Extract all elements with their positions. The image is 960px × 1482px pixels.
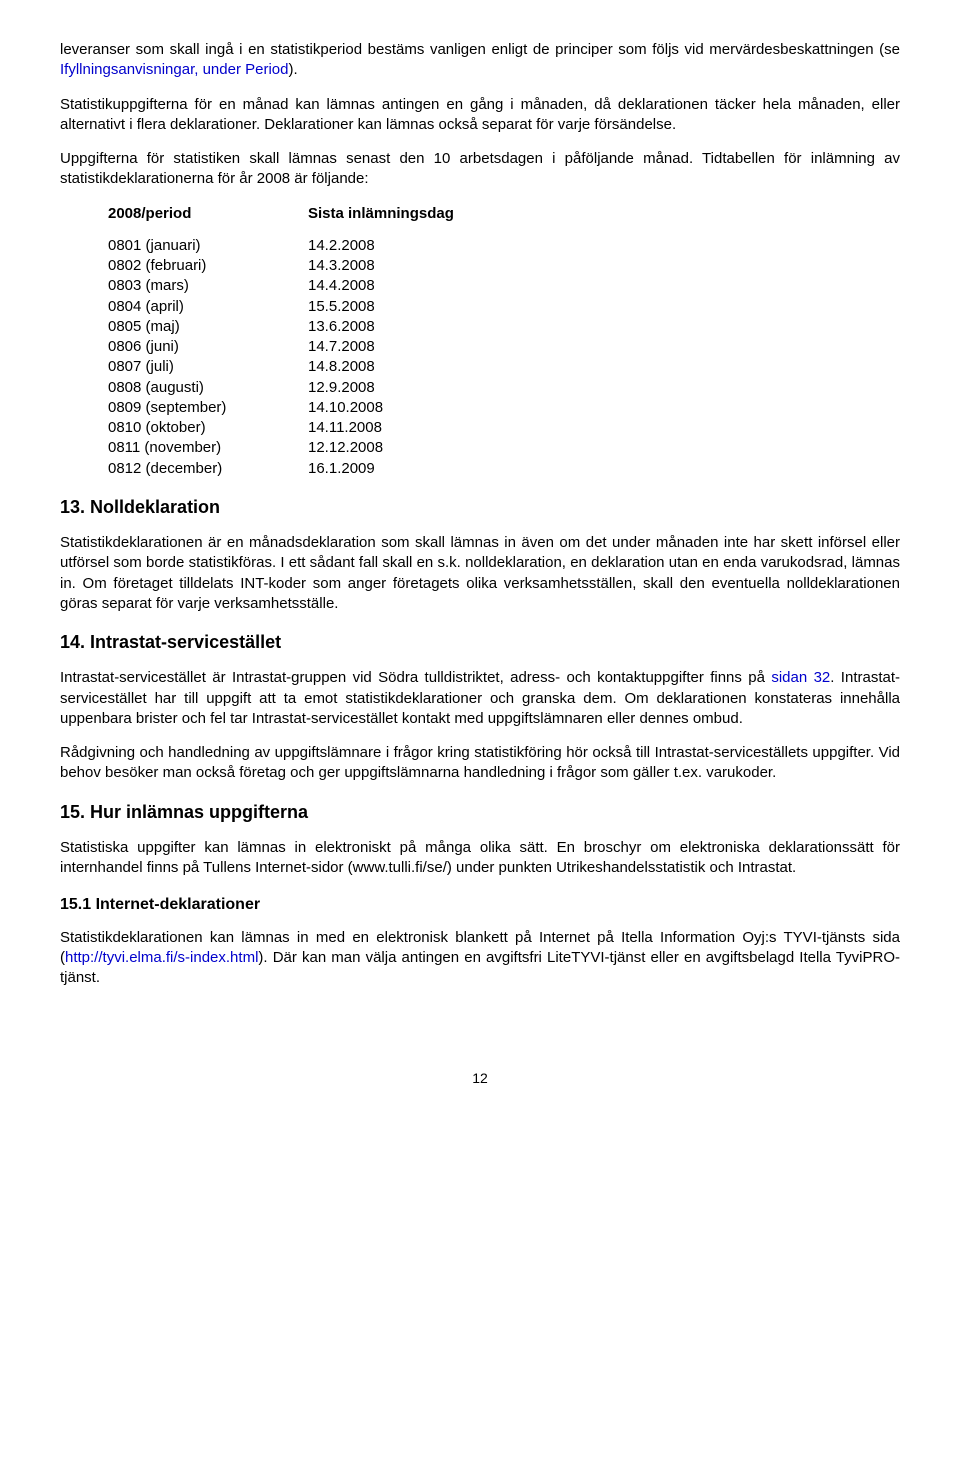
cell: 12.12.2008 — [308, 438, 508, 458]
header-date: Sista inlämningsdag — [308, 204, 508, 224]
paragraph-5: Intrastat-servicestället är Intrastat-gr… — [60, 668, 900, 729]
paragraph-4: Statistikdeklarationen är en månadsdekla… — [60, 533, 900, 614]
table-row: 0803 (mars)14.4.2008 — [108, 276, 900, 296]
cell: 14.10.2008 — [308, 398, 508, 418]
cell: 0808 (augusti) — [108, 378, 308, 398]
cell: 15.5.2008 — [308, 297, 508, 317]
cell: 0801 (januari) — [108, 236, 308, 256]
paragraph-3: Uppgifterna för statistiken skall lämnas… — [60, 149, 900, 190]
cell: 0805 (maj) — [108, 317, 308, 337]
table-row: 0805 (maj)13.6.2008 — [108, 317, 900, 337]
cell: 0806 (juni) — [108, 337, 308, 357]
heading-15-1: 15.1 Internet-deklarationer — [60, 894, 900, 916]
table-row: 0806 (juni)14.7.2008 — [108, 337, 900, 357]
link-ifyllnings[interactable]: Ifyllningsanvisningar, under Period — [60, 61, 288, 78]
table-row: 0812 (december)16.1.2009 — [108, 459, 900, 479]
cell: 0809 (september) — [108, 398, 308, 418]
paragraph-8: Statistikdeklarationen kan lämnas in med… — [60, 928, 900, 989]
cell: 0804 (april) — [108, 297, 308, 317]
page-number: 12 — [60, 1069, 900, 1088]
schedule-table: 2008/period Sista inlämningsdag 0801 (ja… — [108, 204, 900, 479]
table-row: 0811 (november)12.12.2008 — [108, 438, 900, 458]
cell: 14.8.2008 — [308, 357, 508, 377]
cell: 0807 (juli) — [108, 357, 308, 377]
table-header: 2008/period Sista inlämningsdag — [108, 204, 900, 224]
cell: 0803 (mars) — [108, 276, 308, 296]
cell: 14.11.2008 — [308, 418, 508, 438]
cell: 14.7.2008 — [308, 337, 508, 357]
cell: 0810 (oktober) — [108, 418, 308, 438]
cell: 16.1.2009 — [308, 459, 508, 479]
heading-13: 13. Nolldeklaration — [60, 495, 900, 519]
text: leveranser som skall ingå i en statistik… — [60, 41, 900, 58]
spacer — [108, 224, 900, 236]
table-row: 0804 (april)15.5.2008 — [108, 297, 900, 317]
document-page: leveranser som skall ingå i en statistik… — [0, 0, 960, 1128]
cell: 14.4.2008 — [308, 276, 508, 296]
text: Intrastat-servicestället är Intrastat-gr… — [60, 669, 771, 686]
paragraph-7: Statistiska uppgifter kan lämnas in elek… — [60, 838, 900, 879]
cell: 0802 (februari) — [108, 256, 308, 276]
paragraph-6: Rådgivning och handledning av uppgiftslä… — [60, 743, 900, 784]
heading-14: 14. Intrastat-servicestället — [60, 630, 900, 654]
cell: 13.6.2008 — [308, 317, 508, 337]
link-tyvi[interactable]: http://tyvi.elma.fi/s-index.html — [65, 949, 258, 966]
table-row: 0810 (oktober)14.11.2008 — [108, 418, 900, 438]
cell: 12.9.2008 — [308, 378, 508, 398]
table-row: 0802 (februari)14.3.2008 — [108, 256, 900, 276]
table-row: 0809 (september)14.10.2008 — [108, 398, 900, 418]
table-row: 0801 (januari)14.2.2008 — [108, 236, 900, 256]
table-row: 0808 (augusti)12.9.2008 — [108, 378, 900, 398]
paragraph-intro: leveranser som skall ingå i en statistik… — [60, 40, 900, 81]
paragraph-2: Statistikuppgifterna för en månad kan lä… — [60, 95, 900, 136]
heading-15: 15. Hur inlämnas uppgifterna — [60, 800, 900, 824]
cell: 0811 (november) — [108, 438, 308, 458]
table-row: 0807 (juli)14.8.2008 — [108, 357, 900, 377]
cell: 14.3.2008 — [308, 256, 508, 276]
text: ). — [288, 61, 297, 78]
link-sidan32[interactable]: sidan 32 — [771, 669, 830, 686]
cell: 14.2.2008 — [308, 236, 508, 256]
header-period: 2008/period — [108, 204, 308, 224]
cell: 0812 (december) — [108, 459, 308, 479]
